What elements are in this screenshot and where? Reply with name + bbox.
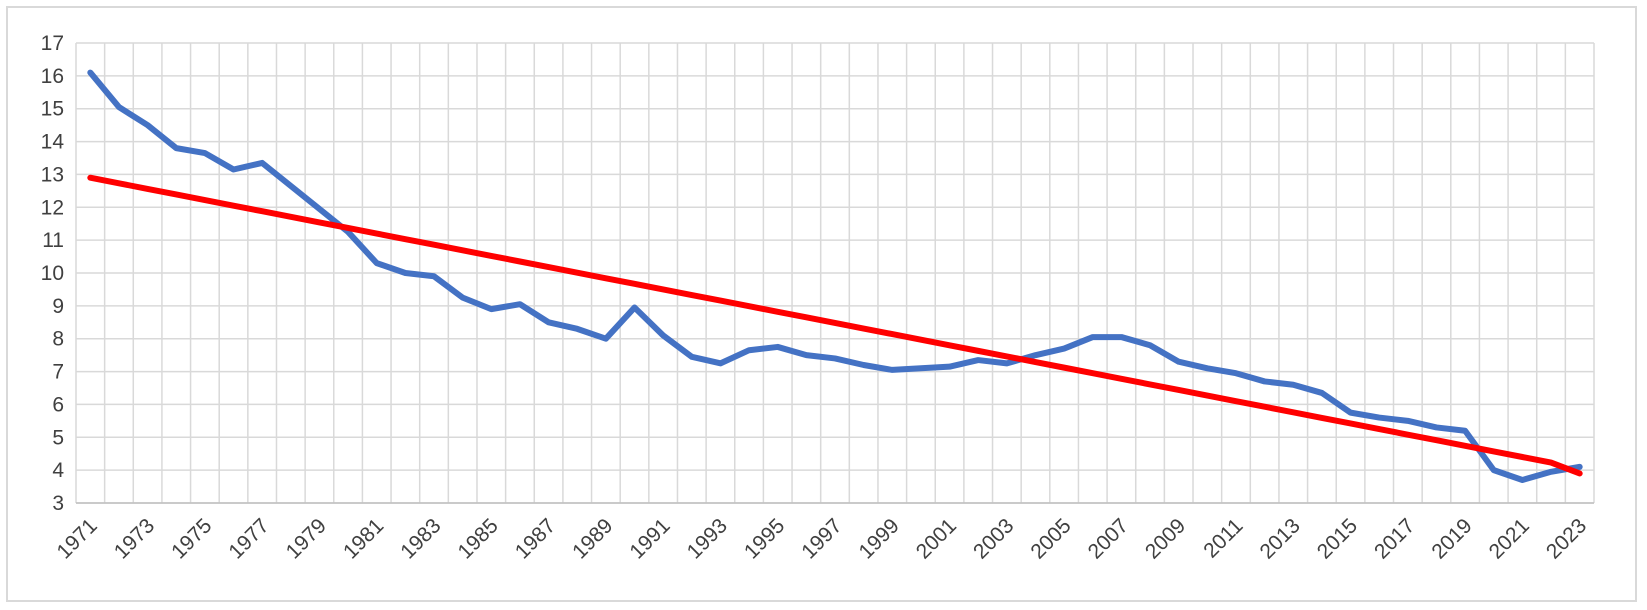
x-tick-label: 1975 [167, 514, 216, 563]
x-tick-label: 2023 [1542, 514, 1591, 563]
x-tick-label: 2019 [1427, 514, 1476, 563]
series-line-data [87, 69, 1583, 483]
x-tick-label: 2011 [1199, 514, 1247, 562]
y-tick-label: 8 [52, 328, 64, 351]
x-tick-label: 2005 [1026, 514, 1075, 563]
y-tick-label: 11 [42, 229, 64, 252]
x-tick-label: 1985 [454, 514, 503, 563]
x-tick-label: 2009 [1141, 514, 1190, 563]
x-tick-label: 1979 [282, 514, 331, 563]
x-tick-label: 2003 [969, 514, 1018, 563]
x-tick-label: 1999 [855, 514, 904, 563]
y-tick-label: 10 [41, 262, 64, 285]
y-tick-label: 5 [52, 426, 64, 449]
x-tick-label: 1977 [224, 514, 273, 563]
x-tick-label: 1989 [568, 514, 617, 563]
x-tick-label: 2015 [1313, 514, 1362, 563]
y-tick-label: 12 [41, 196, 64, 219]
x-tick-label: 2001 [912, 514, 961, 563]
series-line-trend [87, 174, 1583, 477]
x-tick-label: 2021 [1485, 514, 1534, 563]
x-tick-label: 1987 [511, 514, 560, 563]
y-tick-label: 14 [41, 131, 65, 154]
y-tick-label: 15 [41, 98, 64, 121]
x-tick-label: 1971 [53, 514, 102, 563]
x-tick-label: 1991 [625, 514, 674, 563]
x-tick-label: 2013 [1256, 514, 1305, 563]
y-tick-label: 13 [41, 163, 64, 186]
x-tick-label: 1995 [740, 514, 789, 563]
series-lines [87, 69, 1583, 483]
x-tick-label: 2017 [1370, 514, 1419, 563]
y-tick-label: 6 [52, 393, 64, 416]
y-tick-label: 4 [52, 459, 64, 482]
x-tick-label: 1993 [683, 514, 732, 563]
x-tick-label: 1997 [797, 514, 846, 563]
x-tick-label: 1973 [110, 514, 159, 563]
x-tick-label: 2007 [1084, 514, 1133, 563]
y-tick-label: 7 [52, 361, 64, 384]
x-tick-label: 1983 [396, 514, 445, 563]
gridlines [75, 42, 1595, 504]
y-tick-label: 16 [41, 65, 64, 88]
x-axis-tick-labels: 1971 1973 1975 1977 1979 1981 1983 1985 1987 1989… [53, 514, 1592, 563]
y-tick-label: 17 [41, 32, 64, 55]
y-axis-tick-labels: 3 4 5 6 7 8 9 10 11 12 13 14 15 16 17 [41, 32, 65, 515]
y-tick-label: 3 [52, 492, 64, 515]
x-tick-label: 1981 [339, 514, 388, 563]
y-tick-label: 9 [52, 295, 64, 318]
